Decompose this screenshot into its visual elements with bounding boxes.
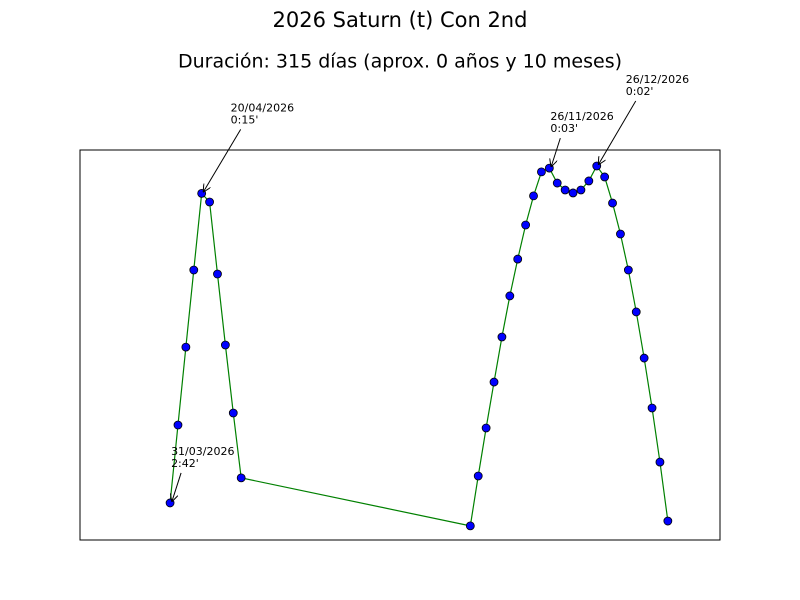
data-point [489,377,499,387]
data-point [165,498,175,508]
annotation-label: 20/04/2026 [231,101,294,114]
data-point [623,265,633,275]
data-point [228,408,238,418]
data-point [473,471,483,481]
annotation-arrow [172,472,182,501]
data-point [173,420,183,430]
annotation-label: 0:03' [550,122,578,135]
data-point [505,291,515,301]
data-point [584,176,594,186]
data-point [236,473,246,483]
data-point [616,229,625,239]
data-point [639,353,649,363]
annotation-label: 0:15' [231,113,259,126]
data-point [521,220,531,230]
data-point [537,167,546,177]
data-point [544,163,554,173]
annotation-label: 0:02' [626,85,654,98]
data-point [600,172,610,182]
data-point [205,197,214,207]
annotation-label: 2:42' [171,457,199,470]
data-point [655,457,665,467]
data-point [213,269,222,279]
chart-subtitle: Duración: 315 días (aprox. 0 años y 10 m… [178,51,622,73]
data-point [663,516,673,526]
data-point [220,340,230,350]
data-point [576,185,586,195]
data-point [465,521,475,531]
data-point [497,332,507,342]
data-point [481,423,491,433]
annotation-label: 31/03/2026 [171,445,234,458]
annotation-label: 26/11/2026 [550,110,613,123]
data-point [647,403,657,413]
data-point [189,265,199,275]
plot-frame [79,149,721,541]
data-point [631,307,641,317]
annotation-arrow [204,129,242,191]
data-point [552,178,562,188]
data-point [560,185,570,195]
data-point [529,191,538,201]
data-point [181,342,191,352]
data-point [608,198,617,208]
annotation-arrow [551,137,561,166]
chart-title: 2026 Saturn (t) Con 2nd [273,8,528,32]
annotation-arrow [599,100,637,164]
data-point [568,188,578,198]
series-line [169,164,669,527]
annotation-label: 26/12/2026 [626,73,689,86]
data-point [513,254,523,264]
